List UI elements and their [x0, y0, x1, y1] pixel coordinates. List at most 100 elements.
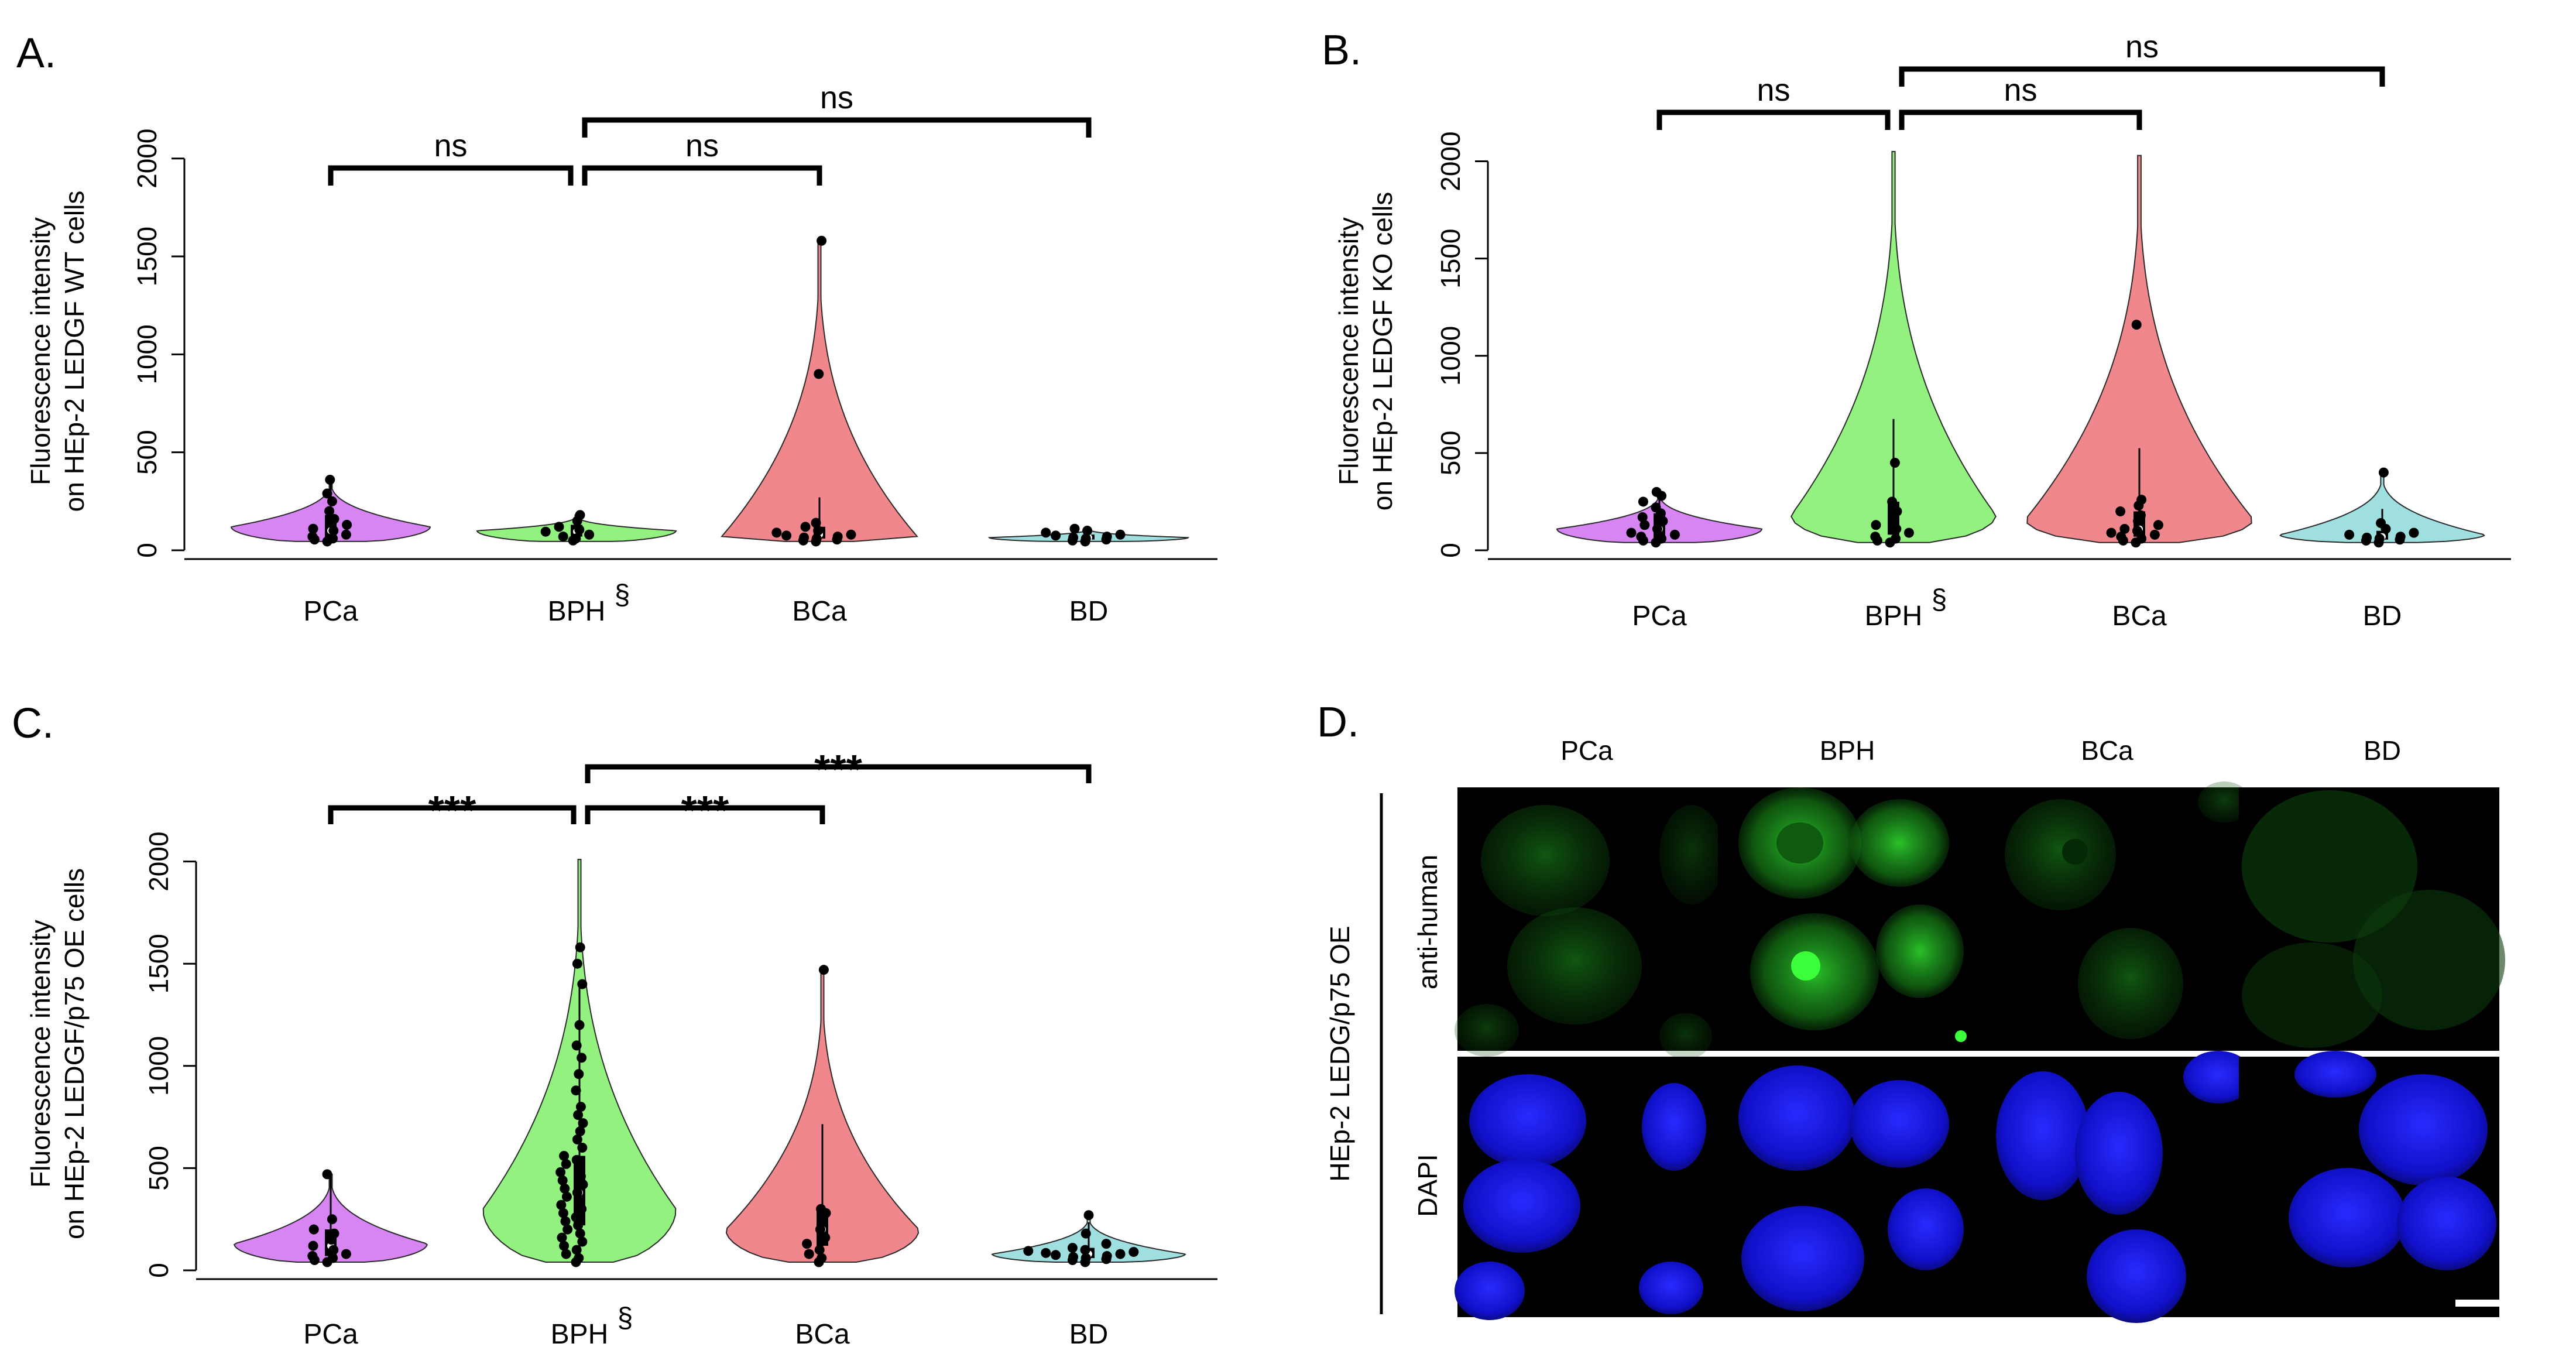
chart-c-ytick-label: 0 — [143, 1263, 174, 1278]
chart-c-data-point — [577, 1053, 587, 1063]
chart-a-data-point — [799, 532, 809, 543]
chart-b-xtick-label-bph: BPH — [1865, 601, 1923, 632]
chart-b-data-point — [1652, 523, 1662, 534]
chart-a-ytick-label: 1000 — [132, 324, 162, 384]
chart-c-data-point — [577, 979, 588, 989]
chart-a-significance-label: ns — [685, 128, 719, 163]
scale-bar — [2455, 1300, 2529, 1307]
chart-c-ytick-label: 2000 — [143, 831, 174, 891]
micro-image-bd-dapi — [2239, 1051, 2529, 1317]
chart-a-bracket-line — [582, 165, 822, 186]
chart-a-violin-bph — [476, 510, 677, 546]
micro-image-bd-anti-human — [2239, 787, 2505, 1051]
chart-a-data-point — [1115, 529, 1126, 540]
chart-c-data-point — [571, 1040, 582, 1051]
chart-a-data-point — [811, 533, 822, 544]
chart-c-significance-label: *** — [814, 746, 862, 792]
chart-c-data-point — [329, 1228, 339, 1239]
chart-c-data-point — [561, 1191, 572, 1202]
chart-b-data-point — [2116, 532, 2126, 542]
chart-b-data-point — [1891, 523, 1902, 534]
chart-c-data-point — [578, 1118, 588, 1129]
chart-a-data-point — [1069, 523, 1080, 534]
chart-c-data-point — [572, 958, 582, 969]
chart-c-significance-label: *** — [428, 787, 476, 833]
chart-b-comparison-bracket: ns — [1899, 29, 2385, 87]
chart-b-xtick-label-pca: PCa — [1632, 601, 1687, 632]
chart-c-data-point — [575, 1228, 585, 1239]
chart-a-data-point — [575, 510, 585, 520]
chart-c-data-point — [1081, 1228, 1091, 1239]
chart-c-data-point — [572, 1135, 582, 1145]
chart-c-data-point — [562, 1224, 573, 1235]
chart-b-violin-pca — [1556, 486, 1763, 548]
chart-b-data-point — [2132, 526, 2142, 536]
chart-b-data-point — [1669, 529, 1680, 540]
chart-a-xtick-label-bca: BCa — [792, 596, 847, 627]
chart-c-data-point — [1083, 1210, 1094, 1221]
chart-b-data-point — [2135, 510, 2146, 520]
chart-a-bracket-line — [582, 117, 1092, 138]
chart-b-data-point — [1892, 506, 1902, 517]
chart-a-significance-label: ns — [820, 80, 853, 115]
chart-a-data-point — [1102, 532, 1112, 542]
chart-a-data-point — [800, 522, 811, 532]
chart-a-data-point — [328, 533, 338, 544]
chart-c-data-point — [560, 1216, 571, 1226]
chart-c-data-point — [308, 1240, 318, 1251]
chart-c-data-point — [1102, 1251, 1112, 1262]
chart-a-data-point — [329, 513, 339, 524]
panel-label-d: D. — [1317, 699, 1359, 746]
chart-c-data-point — [328, 1253, 338, 1263]
micro-row-label-anti-human: anti-human — [1412, 855, 1443, 989]
chart-b-data-point — [2149, 529, 2160, 540]
chart-c-data-point — [328, 1245, 339, 1255]
chart-a-data-point — [1068, 532, 1079, 543]
chart-c-data-point — [1128, 1247, 1139, 1257]
chart-a-data-point — [571, 533, 581, 544]
chart-b-bracket-line — [1656, 109, 1891, 130]
chart-a-data-point — [327, 496, 337, 506]
chart-c-violin-bca — [725, 965, 920, 1267]
chart-c-data-point — [575, 1171, 586, 1181]
chart-c-data-point — [574, 1069, 584, 1079]
chart-c-violin-bd — [991, 1210, 1186, 1267]
chart-c-bracket-line — [585, 764, 1092, 783]
chart-b-data-point — [1651, 486, 1662, 497]
micro-image-pca-anti-human — [1455, 787, 1724, 1060]
micro-col-bd: BD — [2364, 735, 2401, 766]
micro-side-label: HEp-2 LEDG/p75 OE — [1325, 926, 1355, 1181]
chart-a-xtick-label-pca: PCa — [303, 596, 358, 627]
chart-a-data-point — [584, 529, 595, 540]
chart-b-data-point — [1889, 516, 1899, 526]
chart-c-data-point — [818, 965, 829, 975]
chart-a-data-point — [342, 519, 352, 530]
chart-c-data-point — [557, 1175, 568, 1185]
chart-b-data-point — [2153, 520, 2163, 530]
chart-a-comparison-bracket: ns — [328, 128, 574, 186]
chart-a-data-point — [574, 525, 585, 535]
chart-a-data-point — [781, 530, 792, 541]
chart-c-data-point — [573, 1110, 584, 1120]
chart-b-data-point — [2131, 320, 2142, 330]
chart-a-data-point — [324, 506, 335, 516]
chart-a-data-point — [322, 488, 332, 499]
chart-b-significance-label: ns — [1757, 73, 1790, 108]
chart-a-data-point — [1082, 526, 1093, 536]
chart-b-data-point — [1636, 532, 1647, 542]
chart-c-bracket-line — [585, 805, 825, 824]
chart-c-data-point — [327, 1214, 337, 1225]
chart-c-data-point — [322, 1169, 332, 1180]
chart-a-ytick-label: 2000 — [132, 129, 162, 189]
chart-b-data-point — [2409, 527, 2419, 538]
chart-b-comparison-bracket: ns — [1656, 73, 1891, 130]
chart-b-data-point — [1637, 512, 1648, 523]
chart-a-ytick-label: 0 — [132, 543, 162, 558]
chart-a-data-point — [307, 532, 318, 542]
chart-a-significance-label: ns — [434, 128, 467, 163]
chart-b-violin-bph — [1790, 150, 1997, 548]
chart-b-data-point — [2395, 532, 2406, 542]
chart-a-data-point — [540, 526, 551, 537]
micro-image-bph-anti-human — [1718, 787, 1978, 1051]
chart-a-comparison-bracket: ns — [582, 128, 822, 186]
